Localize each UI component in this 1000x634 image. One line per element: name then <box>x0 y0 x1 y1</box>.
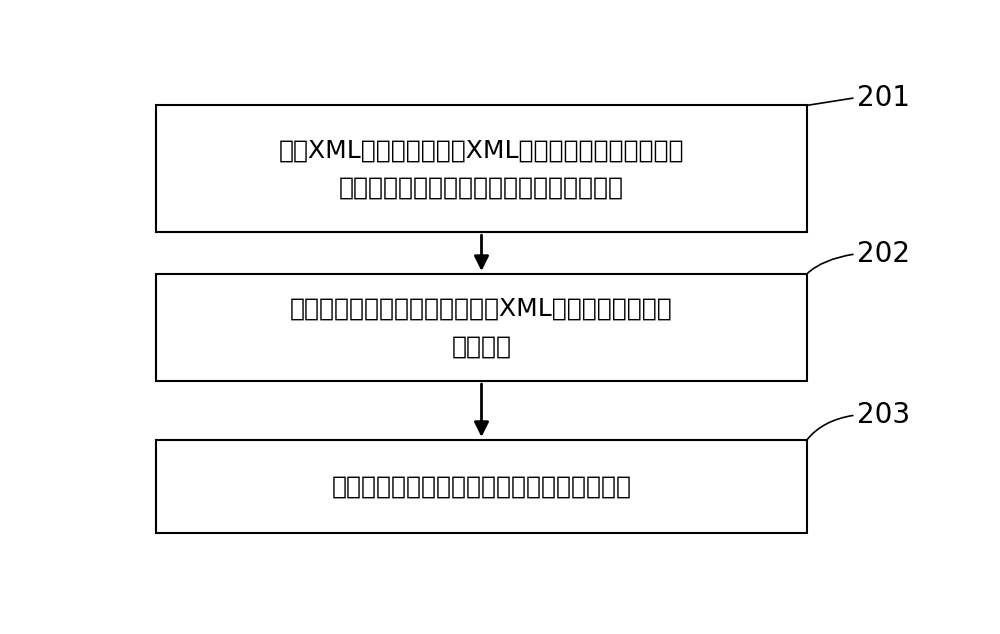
Text: 203: 203 <box>857 401 910 429</box>
Text: 根据所述输出配置，对模式匹配结果进行输出: 根据所述输出配置，对模式匹配结果进行输出 <box>332 474 632 498</box>
Bar <box>156 274 807 381</box>
Text: 根据所述标签类型配置，对所述XML文件中的标签进行
模式匹配: 根据所述标签类型配置，对所述XML文件中的标签进行 模式匹配 <box>290 297 673 358</box>
Bar <box>156 440 807 533</box>
Text: 202: 202 <box>857 240 910 268</box>
Bar <box>156 105 807 232</box>
Text: 201: 201 <box>857 84 910 112</box>
Text: 读取XML文件，根据所述XML文件的类型加载配置，所
述配置至少包括：标签类型配置、输出配置: 读取XML文件，根据所述XML文件的类型加载配置，所 述配置至少包括：标签类型配… <box>279 138 684 200</box>
